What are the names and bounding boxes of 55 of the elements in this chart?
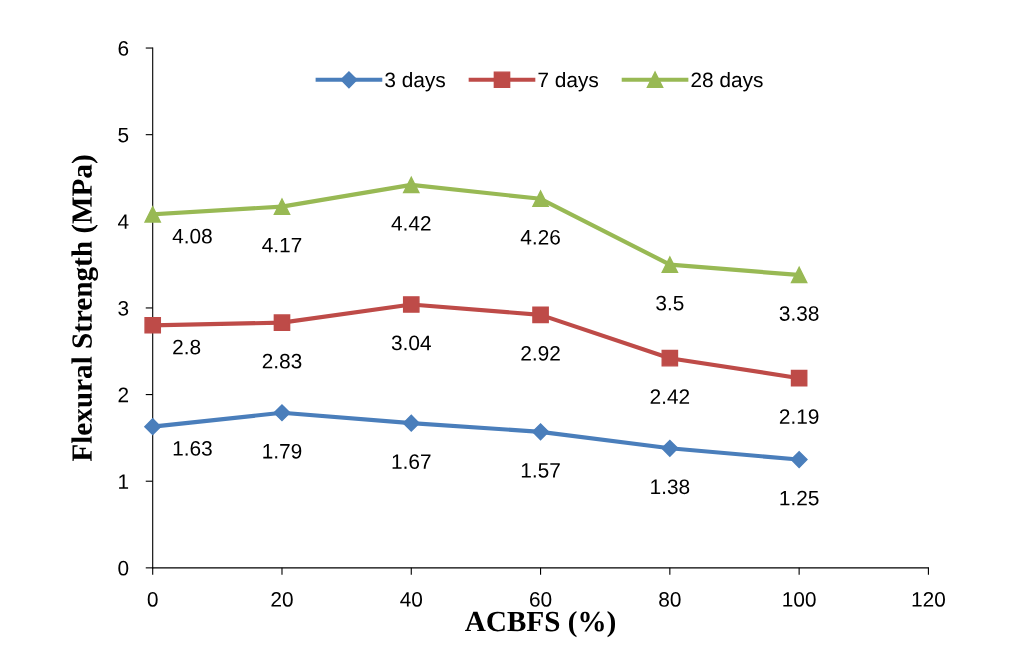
- y-tick-label: 1: [119, 474, 129, 489]
- point: [402, 296, 420, 313]
- y-tick-label: 3: [118, 300, 129, 316]
- x-tick-label: 100: [783, 592, 816, 607]
- x-tick-label: 120: [912, 592, 945, 607]
- point: [532, 190, 549, 208]
- data-label: 1.25: [780, 490, 819, 506]
- point: [273, 314, 291, 332]
- point: [402, 176, 420, 194]
- data-label: 2.8: [173, 339, 201, 355]
- point: [532, 306, 549, 324]
- x-axis-title: ACBFS (%): [465, 610, 616, 638]
- data-label: 4.26: [520, 229, 560, 245]
- y-tick-label: 0: [118, 560, 129, 576]
- data-label: 2.83: [262, 353, 302, 369]
- point: [661, 256, 679, 273]
- data-label: 2.92: [521, 345, 560, 361]
- data-label: 1.57: [521, 463, 560, 478]
- data-label: 2.19: [779, 409, 819, 424]
- point: [144, 316, 162, 334]
- data-label: 1.67: [392, 454, 431, 470]
- y-axis-title: Flexural Strength (MPa): [71, 155, 99, 462]
- data-label: 1.63: [173, 441, 212, 456]
- point: [144, 418, 162, 436]
- point: [273, 404, 291, 422]
- point: [661, 439, 679, 457]
- point: [402, 414, 420, 432]
- x-tick-label: 40: [400, 592, 423, 607]
- y-tick-label: 6: [118, 41, 129, 56]
- y-tick-label: 2: [118, 387, 129, 403]
- legend-label: 28 days: [691, 71, 763, 92]
- point: [661, 349, 679, 367]
- point: [790, 266, 808, 284]
- data-label: 3.04: [391, 335, 431, 351]
- x-tick-label: 60: [530, 592, 552, 607]
- legend-label: 7 days: [538, 71, 599, 92]
- y-tick-label: 5: [118, 127, 129, 143]
- legend-label: 3 days: [385, 71, 445, 92]
- point: [790, 369, 808, 387]
- y-tick-label: 4: [117, 214, 129, 229]
- point: [273, 198, 291, 215]
- x-tick-label: 80: [659, 592, 681, 607]
- data-label: 2.42: [650, 389, 690, 404]
- point: [790, 451, 808, 469]
- data-label: 3.38: [779, 306, 819, 321]
- data-label: 4.08: [172, 228, 212, 244]
- data-label: 4.42: [391, 216, 431, 231]
- x-tick-label: 0: [147, 592, 158, 607]
- data-label: 4.17: [262, 237, 302, 253]
- point: [532, 423, 550, 441]
- point: [144, 206, 162, 223]
- x-tick-label: 20: [271, 592, 293, 607]
- data-label: 1.79: [263, 443, 302, 459]
- data-label: 3.5: [656, 295, 684, 311]
- data-label: 1.38: [651, 479, 690, 495]
